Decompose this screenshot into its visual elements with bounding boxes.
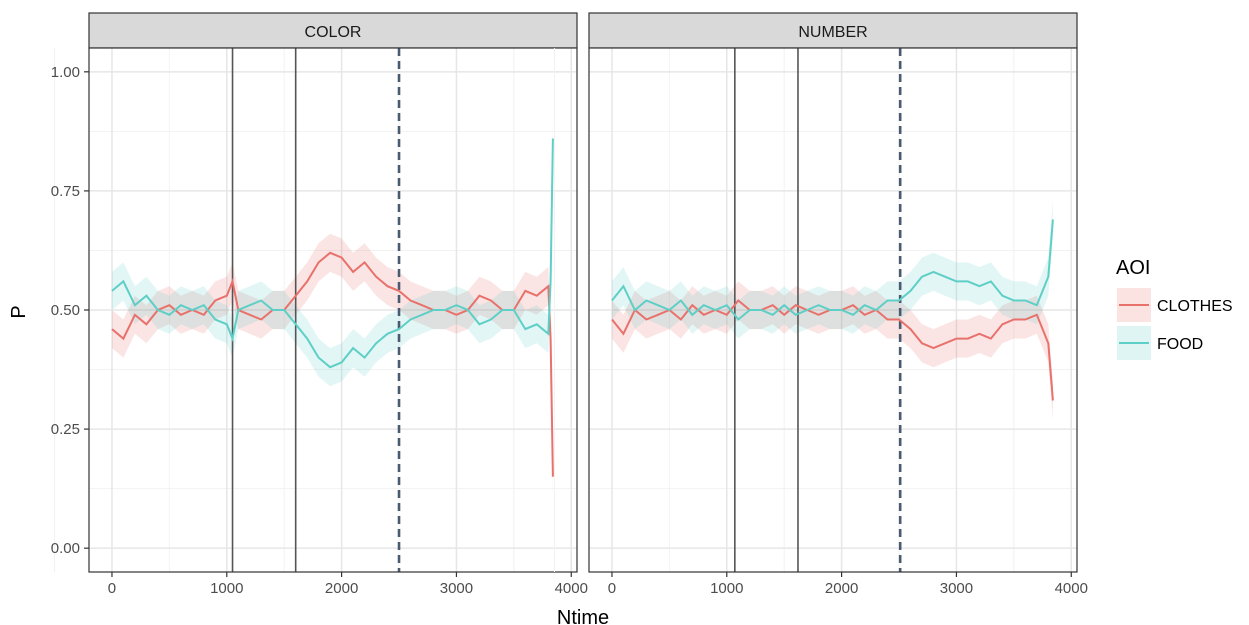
panel-border-number [588,47,1078,573]
series-line-number-food [611,219,1054,321]
grid-major-color [89,48,577,572]
y-tick-label: 1.00 [51,64,80,81]
axes-layer: 0 1000 2000 3000 4000 0 1000 2000 3000 4000 0.00 0.… [51,64,1088,597]
legend: AOI CLOTHES FOOD [1116,257,1233,360]
y-tick-label: 0.75 [51,183,80,200]
x-tick-label: 3000 [940,580,973,597]
y-tick-label: 0.25 [51,421,80,438]
panels-layer: COLOR NUMBER [54,12,1078,573]
ribbon-number-food [612,200,1053,339]
legend-title: AOI [1116,257,1150,279]
ribbon-color-clothes [112,233,553,496]
x-tick-label: 3000 [440,580,473,597]
x-tick-label: 0 [108,580,116,597]
strip-label-number: NUMBER [798,24,867,41]
panel-color: COLOR [54,12,578,573]
x-tick-label: 4000 [1055,580,1088,597]
strip-color [88,12,578,49]
y-tick-label: 0.00 [51,540,80,557]
legend-label-clothes: CLOTHES [1157,298,1233,315]
ribbon-color-food [112,119,553,387]
x-tick-label: 2000 [825,580,858,597]
x-tick-label: 2000 [325,580,358,597]
legend-entry-clothes: CLOTHES [1117,288,1233,322]
strip-label-color: COLOR [305,24,362,41]
legend-label-food: FOOD [1157,336,1203,353]
series-line-color-food [111,138,554,369]
series-line-color-clothes [111,251,554,477]
panel-number: NUMBER [554,12,1078,573]
ribbon-number-clothes [612,281,1053,420]
y-tick-label: 0.50 [51,302,80,319]
x-tick-label: 4000 [555,580,588,597]
legend-entry-food: FOOD [1117,326,1203,360]
x-tick-label: 0 [608,580,616,597]
y-axis-title: P [8,305,30,318]
x-tick-label: 1000 [710,580,743,597]
x-tick-label: 1000 [210,580,243,597]
x-axis-title: Ntime [557,607,609,625]
